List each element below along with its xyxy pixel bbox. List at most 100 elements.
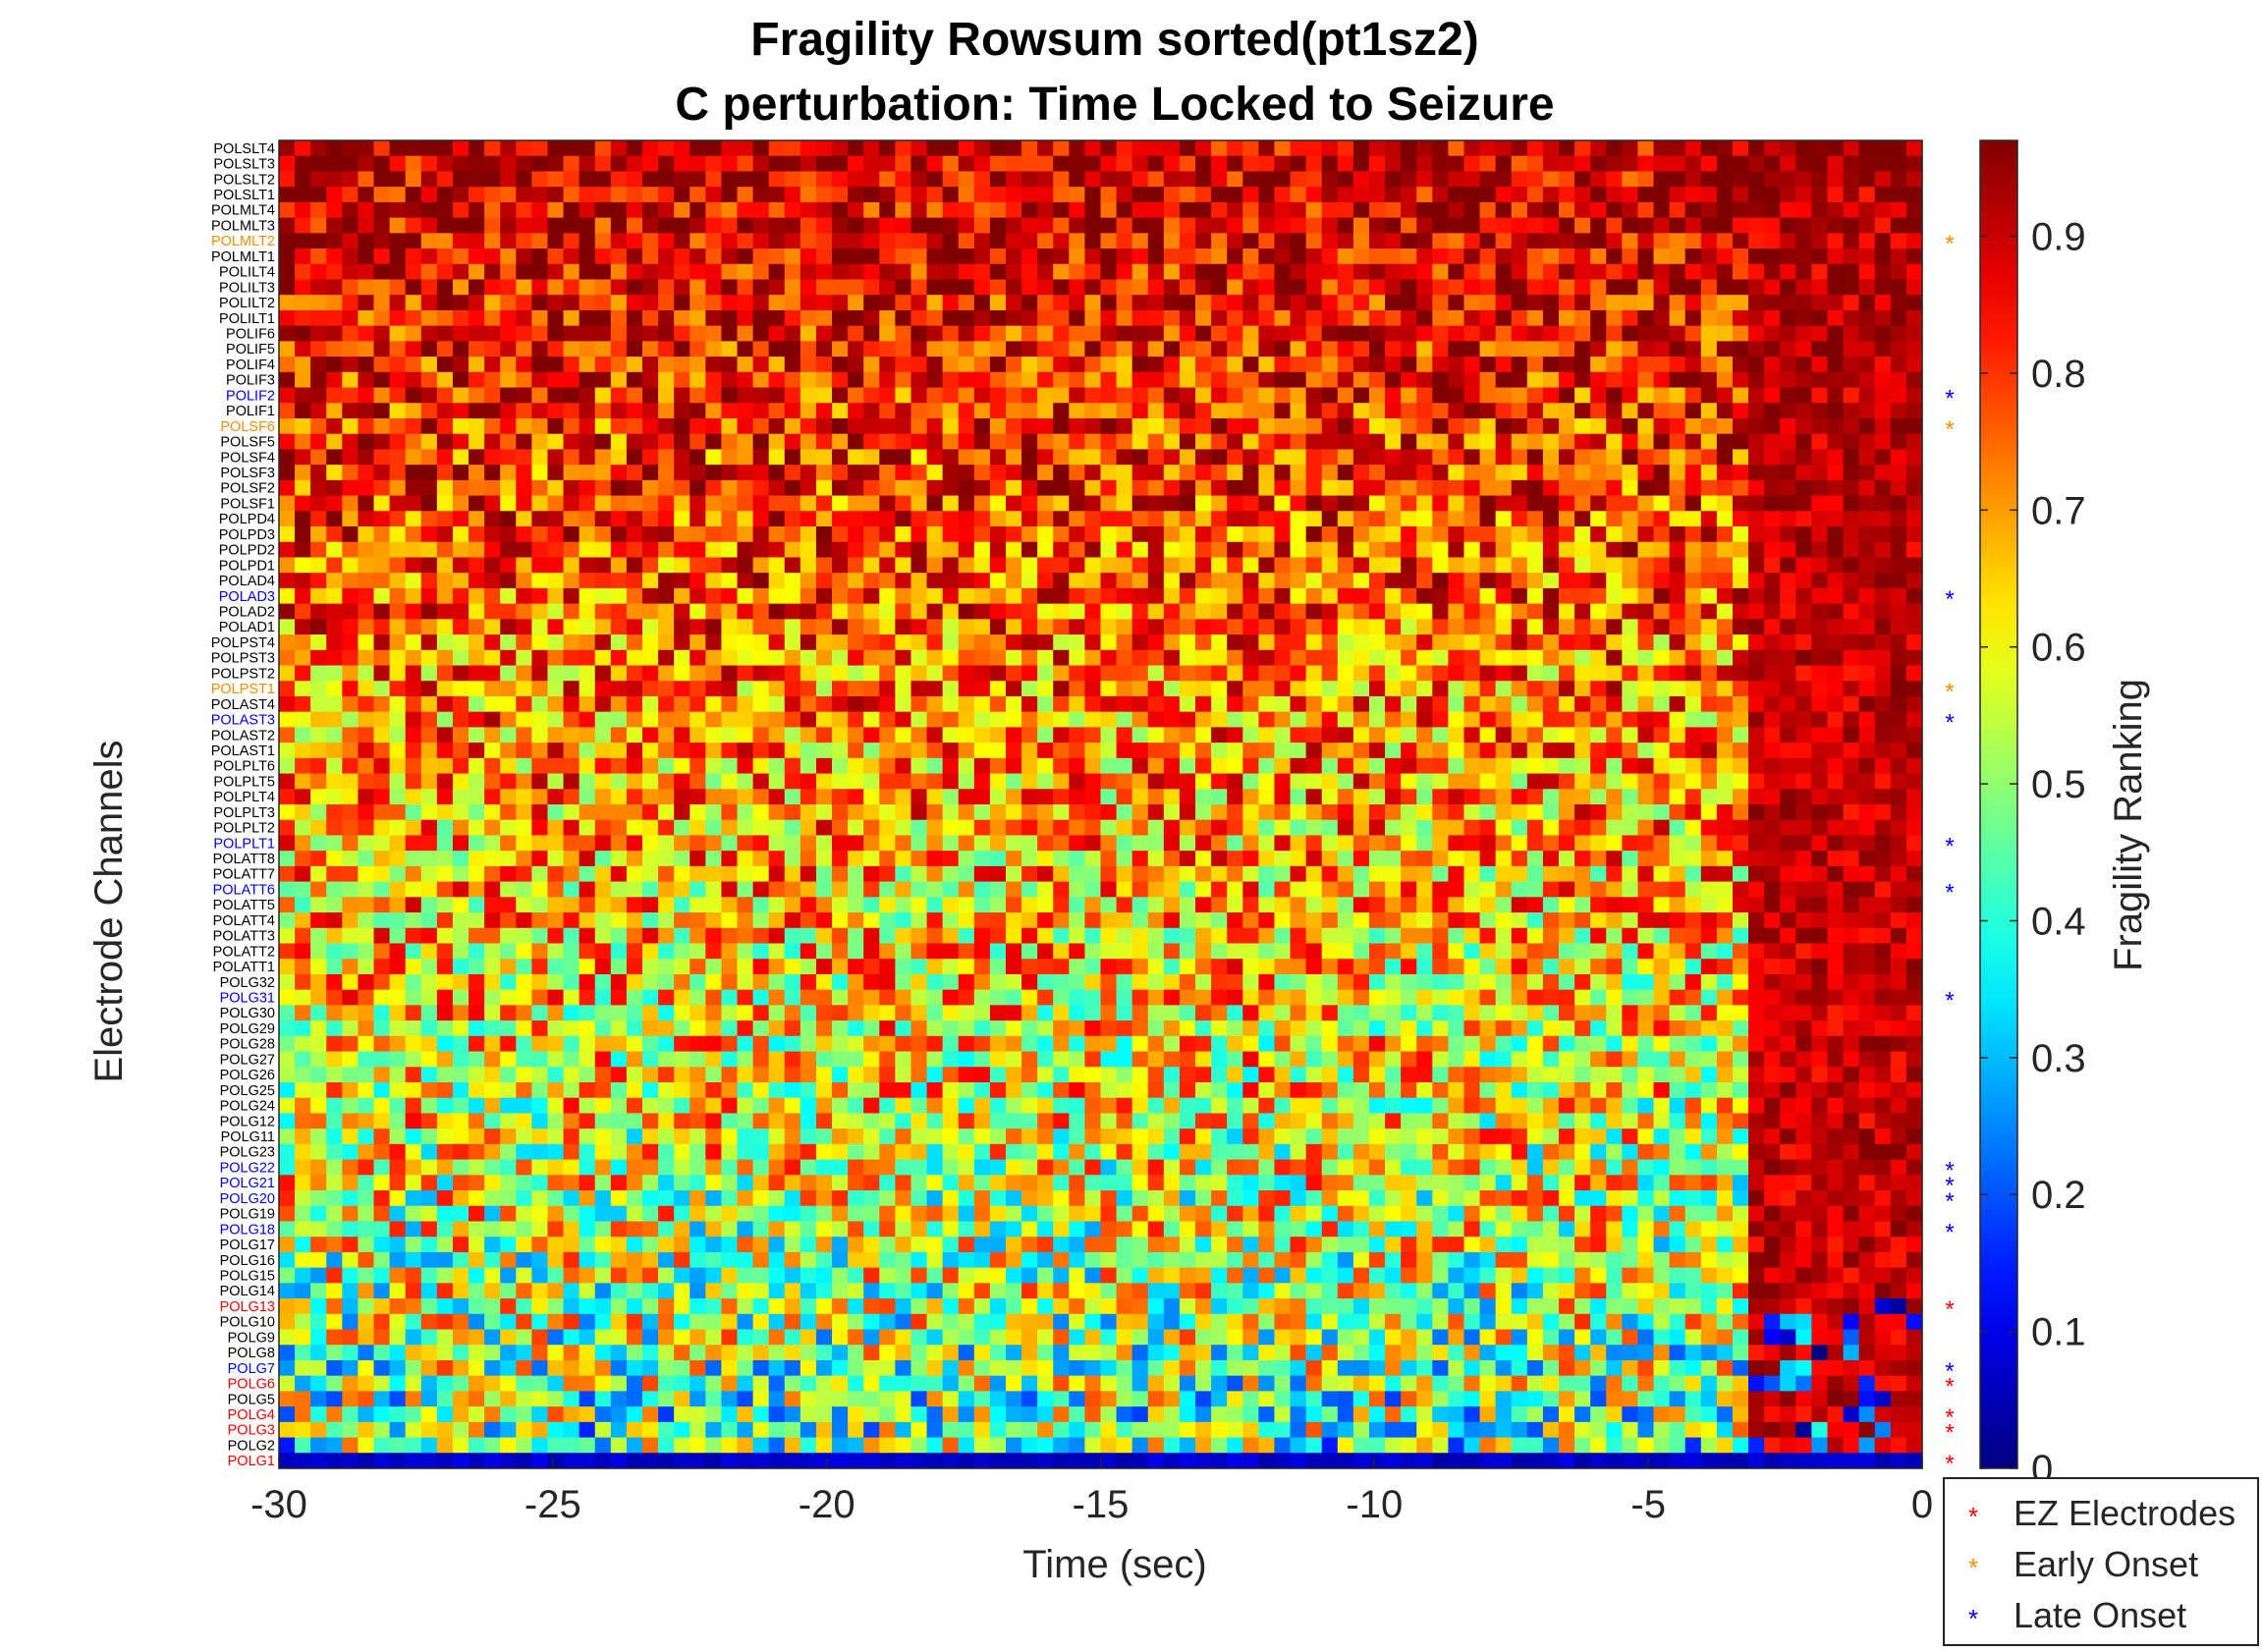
heatmap-cell (469, 541, 485, 559)
heatmap-cell (1131, 341, 1149, 358)
heatmap-cell (832, 511, 849, 527)
heatmap-cell (1037, 573, 1054, 589)
heatmap-cell (469, 819, 485, 837)
heatmap-cell (1669, 433, 1686, 451)
heatmap-cell (641, 465, 659, 481)
heatmap-cell (1274, 263, 1292, 281)
heatmap-cell (500, 187, 517, 203)
heatmap-cell (1147, 587, 1165, 605)
heatmap-cell (1590, 479, 1607, 497)
heatmap-cell (1511, 479, 1528, 497)
heatmap-cell (1590, 789, 1607, 805)
heatmap-cell (721, 634, 739, 651)
heatmap-cell (1401, 511, 1417, 527)
heatmap-cell (1448, 557, 1465, 574)
heatmap-cell (752, 511, 770, 527)
heatmap-cell (1432, 465, 1450, 481)
heatmap-cell (1684, 665, 1702, 682)
heatmap-cell (1053, 757, 1070, 775)
heatmap-cell (1590, 387, 1607, 404)
heatmap-cell (563, 649, 580, 667)
heatmap-cell (626, 511, 643, 527)
heatmap-cell (1337, 201, 1354, 219)
heatmap-cell (1874, 263, 1892, 281)
heatmap-cell (1495, 403, 1513, 419)
heatmap-cell (784, 511, 801, 527)
heatmap-cell (1653, 819, 1671, 837)
heatmap-cell (358, 603, 375, 620)
heatmap-cell (721, 263, 739, 281)
heatmap-cell (690, 295, 706, 311)
heatmap-cell (1780, 295, 1796, 311)
heatmap-cell (752, 295, 770, 311)
heatmap-cell (563, 573, 580, 589)
heatmap-cell (1227, 511, 1243, 527)
heatmap-cell (1274, 233, 1292, 249)
heatmap-cell (1732, 357, 1749, 373)
heatmap-cell (1337, 773, 1354, 790)
heatmap-cell (1385, 371, 1402, 389)
heatmap-cell (1606, 263, 1623, 281)
heatmap-cell (989, 851, 1007, 867)
heatmap-cell (594, 155, 612, 173)
heatmap-cell (1258, 634, 1276, 651)
heatmap-cell (1905, 541, 1923, 559)
heatmap-cell (1227, 557, 1243, 574)
heatmap-cell (1653, 187, 1671, 203)
heatmap-cell (484, 309, 501, 327)
heatmap-cell (1700, 804, 1718, 821)
heatmap-cell (436, 279, 454, 296)
heatmap-cell (832, 248, 849, 265)
heatmap-cell (1463, 187, 1481, 203)
heatmap-cell (1811, 248, 1829, 265)
heatmap-cell (1511, 387, 1528, 404)
heatmap-cell (295, 495, 311, 512)
heatmap-cell (1874, 789, 1892, 805)
heatmap-cell (1305, 789, 1323, 805)
heatmap-cell (405, 789, 422, 805)
heatmap-cell (1590, 665, 1607, 682)
heatmap-cell (1116, 541, 1133, 559)
heatmap-cell (1321, 757, 1339, 775)
heatmap-cell (1479, 541, 1497, 559)
heatmap-cell (737, 526, 754, 543)
heatmap-cell (737, 495, 754, 512)
heatmap-cell (436, 357, 454, 373)
heatmap-cell (641, 371, 659, 389)
heatmap-cell (436, 171, 454, 188)
heatmap-cell (405, 557, 422, 574)
heatmap-cell (641, 495, 659, 512)
heatmap-cell (1479, 665, 1497, 682)
heatmap-cell (1574, 835, 1591, 852)
heatmap-cell (1574, 541, 1591, 559)
heatmap-cell (469, 634, 485, 651)
heatmap-cell (516, 557, 532, 574)
heatmap-cell (310, 449, 327, 466)
heatmap-cell (1748, 541, 1765, 559)
heatmap-cell (690, 727, 706, 743)
heatmap-cell (674, 851, 690, 867)
heatmap-cell (1622, 233, 1639, 249)
heatmap-cell (926, 248, 944, 265)
heatmap-cell (1495, 557, 1513, 574)
heatmap-cell (1227, 201, 1243, 219)
heatmap-cell (1352, 279, 1370, 296)
heatmap-cell (1669, 325, 1686, 342)
heatmap-cell (1053, 295, 1070, 311)
heatmap-cell (469, 201, 485, 219)
heatmap-cell (516, 695, 532, 713)
heatmap-cell (1526, 865, 1544, 883)
heatmap-cell (1684, 851, 1702, 867)
heatmap-cell (1005, 634, 1022, 651)
heatmap-cell (1116, 201, 1133, 219)
heatmap-cell (674, 634, 690, 651)
heatmap-cell (610, 511, 628, 527)
heatmap-cell (705, 325, 723, 342)
heatmap-cell (1874, 403, 1892, 419)
heatmap-cell (863, 357, 880, 373)
heatmap-cell (1321, 681, 1339, 697)
heatmap-cell (705, 649, 723, 667)
heatmap-cell (1432, 789, 1450, 805)
heatmap-cell (1890, 387, 1907, 404)
heatmap-cell (547, 403, 565, 419)
